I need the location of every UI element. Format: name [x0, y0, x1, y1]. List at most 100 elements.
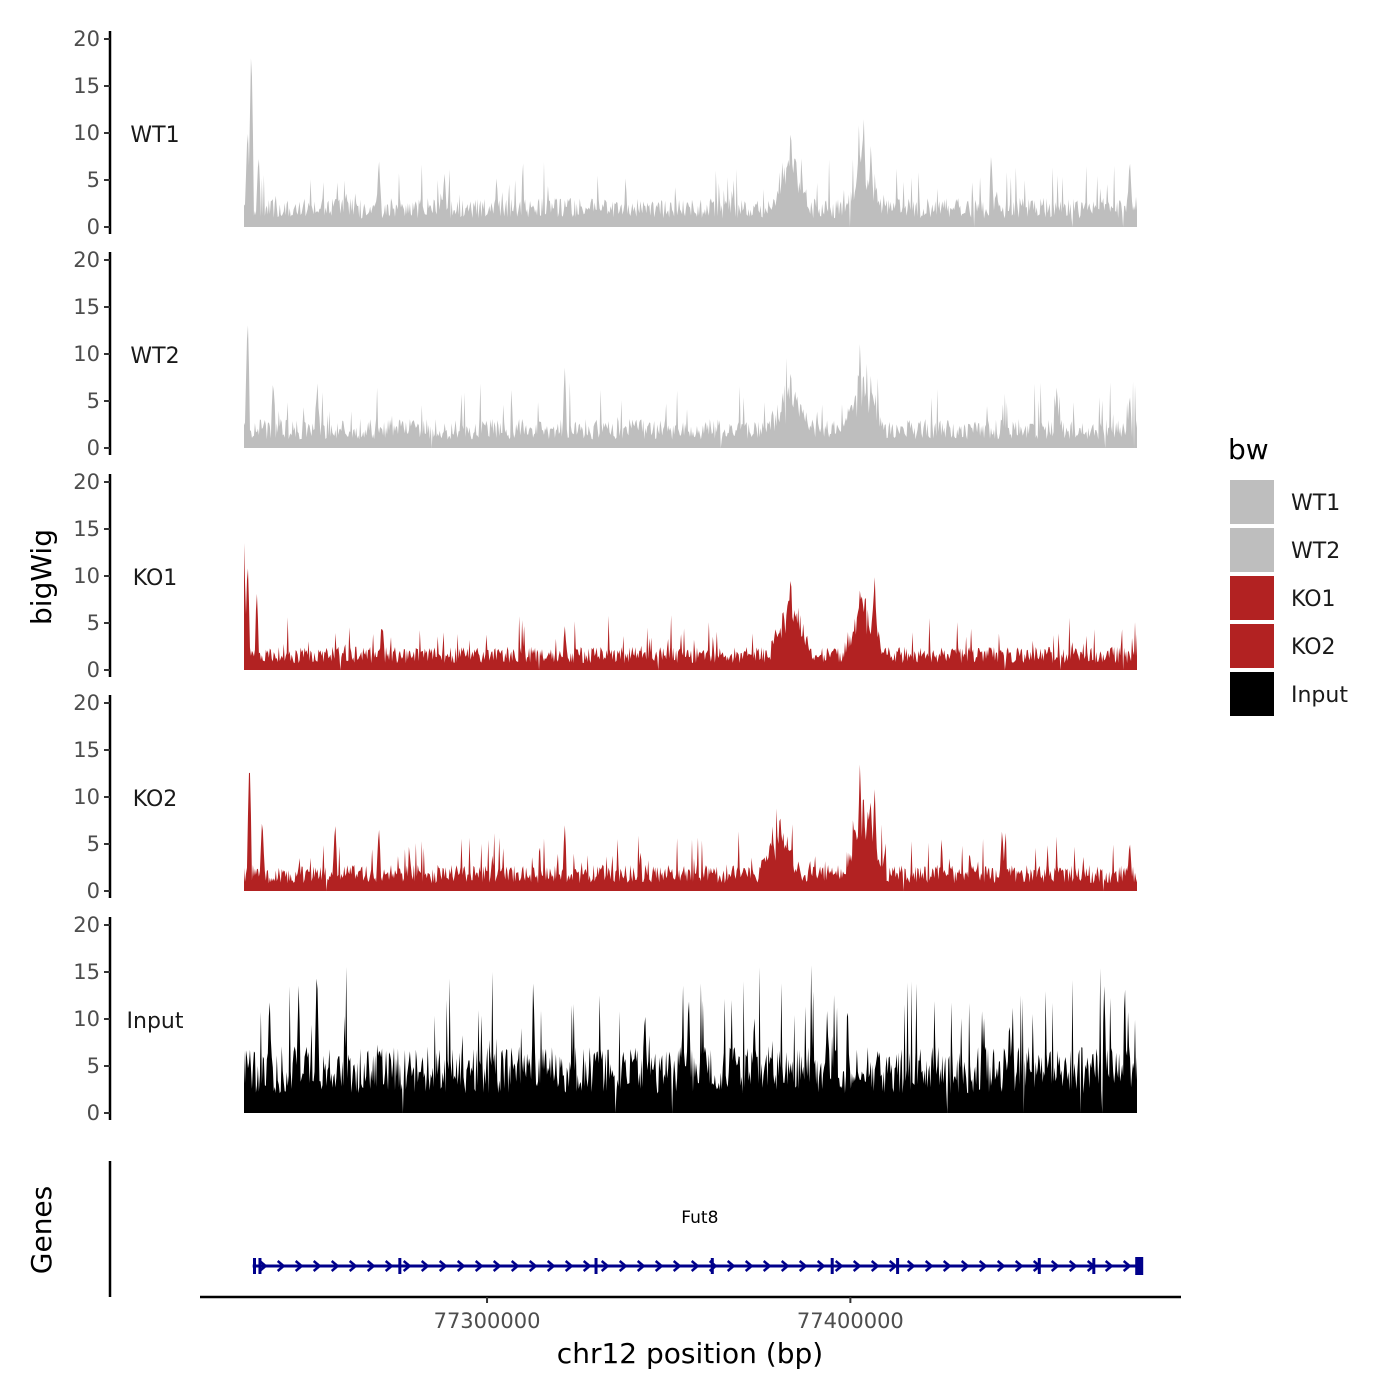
x-tick-label: 77400000	[797, 1309, 904, 1333]
strand-arrow	[690, 1260, 700, 1272]
strand-arrow	[870, 1260, 880, 1272]
track-label: WT1	[130, 123, 179, 148]
strand-arrow	[816, 1260, 826, 1272]
exon	[896, 1258, 900, 1274]
track-label: Input	[127, 1009, 184, 1034]
y-tick-label: 10	[73, 564, 100, 588]
x-axis-title: chr12 position (bp)	[557, 1337, 823, 1370]
exon	[1037, 1258, 1041, 1274]
strand-arrow	[1122, 1260, 1132, 1272]
strand-arrow	[330, 1260, 340, 1272]
gene-label: Fut8	[681, 1208, 718, 1228]
strand-arrow	[978, 1260, 988, 1272]
y-tick-label: 10	[73, 785, 100, 809]
track-label: KO2	[133, 787, 178, 812]
exon	[1092, 1258, 1096, 1274]
legend-label-ko1: KO1	[1291, 587, 1336, 612]
track-ko1: 0 5 10 15 20 KO1	[73, 470, 1137, 682]
legend-label-wt2: WT2	[1291, 539, 1340, 564]
strand-arrow	[258, 1260, 268, 1272]
strand-arrow	[600, 1260, 610, 1272]
y-tick-label: 0	[87, 879, 100, 903]
coverage-tracks: 0 5 10 15 20 WT1 0 5 10 15 20 WT2 0 5 10 15 20 KO1 0 5 10 15 2…	[73, 27, 1137, 1125]
strand-arrow	[294, 1260, 304, 1272]
y-tick-label: 20	[73, 913, 100, 937]
y-tick-label: 0	[87, 215, 100, 239]
strand-arrow	[582, 1260, 592, 1272]
track-wt1: 0 5 10 15 20 WT1	[73, 27, 1137, 239]
strand-arrow	[1050, 1260, 1060, 1272]
strand-arrow	[420, 1260, 430, 1272]
strand-arrow	[996, 1260, 1006, 1272]
legend-label-ko2: KO2	[1291, 635, 1336, 660]
strand-arrow	[852, 1260, 862, 1272]
legend-label-input: Input	[1291, 683, 1348, 708]
strand-arrow	[798, 1260, 808, 1272]
track-ko2: 0 5 10 15 20 KO2	[73, 691, 1137, 903]
exon	[253, 1258, 256, 1274]
y-axis-title: bigWig	[25, 529, 58, 625]
exon	[258, 1258, 262, 1274]
exon	[1135, 1257, 1144, 1275]
coverage-area	[244, 543, 1137, 670]
y-tick-label: 10	[73, 1007, 100, 1031]
strand-arrow	[906, 1260, 916, 1272]
exon	[594, 1258, 598, 1274]
y-tick-label: 5	[87, 611, 100, 635]
gene-fut8: Fut8	[252, 1208, 1144, 1275]
strand-arrow	[636, 1260, 646, 1272]
track-label: WT2	[130, 344, 179, 369]
y-tick-label: 0	[87, 658, 100, 682]
coverage-area	[244, 325, 1137, 448]
legend-swatch-ko1	[1230, 576, 1274, 620]
strand-arrow	[312, 1260, 322, 1272]
track-label: KO1	[133, 566, 178, 591]
strand-arrow	[672, 1260, 682, 1272]
strand-arrow	[474, 1260, 484, 1272]
strand-arrow	[654, 1260, 664, 1272]
y-tick-label: 10	[73, 342, 100, 366]
strand-arrow	[744, 1260, 754, 1272]
legend-swatch-input	[1230, 672, 1274, 716]
y-tick-label: 15	[73, 960, 100, 984]
legend-label-wt1: WT1	[1291, 491, 1340, 516]
coverage-area	[244, 764, 1137, 891]
track-wt2: 0 5 10 15 20 WT2	[73, 248, 1137, 460]
y-tick-label: 10	[73, 121, 100, 145]
strand-arrow	[348, 1260, 358, 1272]
y-tick-label: 20	[73, 470, 100, 494]
y-tick-label: 20	[73, 27, 100, 51]
strand-arrow	[888, 1260, 898, 1272]
strand-arrow	[924, 1260, 934, 1272]
strand-arrow	[1104, 1260, 1114, 1272]
strand-arrow	[762, 1260, 772, 1272]
y-tick-label: 15	[73, 738, 100, 762]
legend: bw WT1 WT2 KO1 KO2 Input	[1228, 433, 1348, 716]
strand-arrow	[402, 1260, 412, 1272]
x-axis: 77300000 77400000	[200, 1295, 1181, 1333]
strand-arrow	[276, 1260, 286, 1272]
strand-arrow	[456, 1260, 466, 1272]
strand-arrow	[1068, 1260, 1078, 1272]
legend-swatch-ko2	[1230, 624, 1274, 668]
exon	[398, 1258, 402, 1274]
exon	[830, 1258, 834, 1274]
y-tick-label: 5	[87, 168, 100, 192]
strand-arrow	[960, 1260, 970, 1272]
y-tick-label: 20	[73, 691, 100, 715]
strand-arrow	[366, 1260, 376, 1272]
y-tick-label: 5	[87, 1054, 100, 1078]
y-tick-label: 5	[87, 832, 100, 856]
coverage-area	[244, 58, 1137, 227]
y-tick-label: 5	[87, 389, 100, 413]
legend-title: bw	[1228, 433, 1269, 466]
legend-swatch-wt2	[1230, 528, 1274, 572]
y-tick-label: 0	[87, 436, 100, 460]
strand-arrow	[726, 1260, 736, 1272]
strand-arrow	[528, 1260, 538, 1272]
coverage-area	[244, 965, 1137, 1113]
exon	[710, 1258, 714, 1274]
strand-arrow	[492, 1260, 502, 1272]
strand-arrow	[438, 1260, 448, 1272]
